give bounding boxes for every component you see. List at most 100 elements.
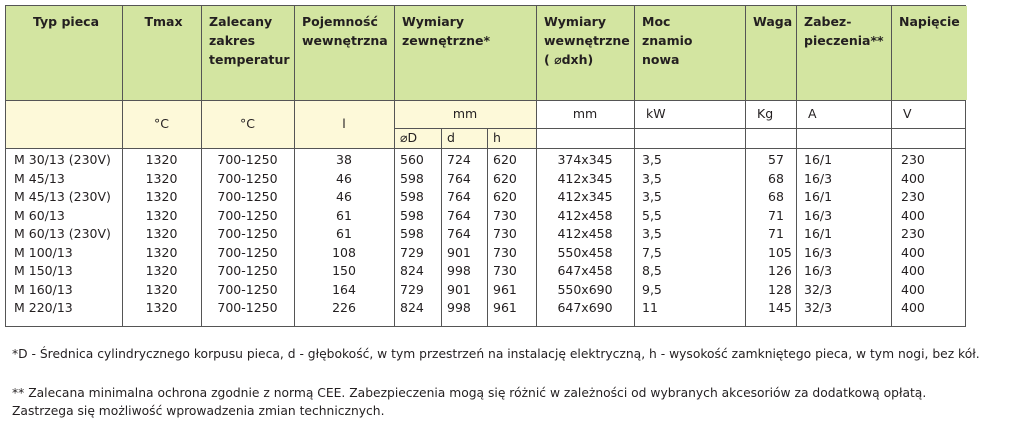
unit-7: Kg — [757, 106, 774, 121]
table-cell: M 60/13 (230V) — [14, 226, 111, 241]
header-7: Waga — [753, 12, 792, 31]
header-line: zewnętrzne* — [402, 33, 491, 48]
table-cell: 57 — [768, 152, 784, 167]
footnote-changes: Zastrzega się możliwość wprowadzenia zmi… — [12, 404, 385, 418]
table-cell: 998 — [447, 263, 471, 278]
table-cell: 46 — [336, 189, 352, 204]
table-cell: 1320 — [145, 263, 178, 278]
header-9: Napięcie — [899, 12, 963, 31]
footnote-protection: ** Zalecana minimalna ochrona zgodnie z … — [12, 386, 927, 400]
table-cell: 7,5 — [642, 244, 662, 260]
table-cell: 550x458 — [557, 244, 613, 260]
table-cell: 730 — [493, 207, 517, 223]
table-cell: 412x458 — [557, 226, 613, 241]
table-cell: 8,5 — [642, 263, 662, 278]
unit-8: A — [808, 106, 817, 121]
column-divider — [394, 6, 395, 326]
column-divider — [487, 128, 488, 326]
sub-header-row — [394, 128, 536, 148]
table-cell: 1320 — [145, 300, 178, 315]
unit-row-left — [6, 100, 394, 148]
table-cell: 724 — [447, 152, 471, 167]
table-cell: 620 — [493, 152, 517, 167]
header-4: Wymiary zewnętrzne* — [402, 12, 532, 50]
unit-4: mm — [452, 106, 478, 121]
table-cell: 108 — [332, 244, 356, 260]
table-cell: M 160/13 — [14, 281, 73, 297]
table-cell: 700-1250 — [217, 189, 278, 204]
table-cell: 5,5 — [642, 207, 662, 223]
header-line: Zalecany — [209, 14, 273, 29]
table-cell: 598 — [400, 226, 424, 241]
table-cell: M 45/13 — [14, 170, 65, 186]
table-cell: 1320 — [145, 170, 178, 186]
unit-9: V — [903, 106, 912, 121]
unit-1: °C — [154, 116, 169, 131]
header-line: znamio — [642, 33, 693, 48]
header-line: zakres — [209, 33, 256, 48]
column-divider — [796, 6, 797, 326]
table-cell: M 220/13 — [14, 300, 73, 315]
table-cell: 400 — [901, 207, 925, 223]
table-cell: 68 — [768, 189, 784, 204]
table-cell: 400 — [901, 281, 925, 297]
table-cell: 620 — [493, 189, 517, 204]
table-cell: M 60/13 — [14, 207, 65, 223]
table-cell: 729 — [400, 281, 424, 297]
header-line: Typ pieca — [32, 14, 100, 29]
table-cell: 700-1250 — [217, 281, 278, 297]
column-divider — [294, 6, 295, 326]
table-cell: 150 — [332, 263, 356, 278]
header-line: Zabez- — [804, 14, 852, 29]
table-cell: 400 — [901, 263, 925, 278]
table-cell: 700-1250 — [217, 170, 278, 186]
table-cell: 598 — [400, 170, 424, 186]
table-cell: 560 — [400, 152, 424, 167]
table-cell: 9,5 — [642, 281, 662, 297]
table-cell: 764 — [447, 189, 471, 204]
table-cell: 3,5 — [642, 170, 662, 186]
table-cell: 61 — [336, 207, 352, 223]
header-line: Moc — [642, 14, 671, 29]
table-cell: 961 — [493, 300, 517, 315]
table-cell: 598 — [400, 189, 424, 204]
column-divider — [891, 6, 892, 326]
header-1: Tmax — [130, 12, 197, 31]
table-cell: 764 — [447, 170, 471, 186]
table-cell: 700-1250 — [217, 263, 278, 278]
table-cell: 32/3 — [804, 300, 833, 315]
table-cell: 620 — [493, 170, 517, 186]
table-cell: 550x690 — [557, 281, 613, 297]
table-cell: 61 — [336, 226, 352, 241]
column-divider — [634, 6, 635, 326]
table-cell: 730 — [493, 263, 517, 278]
table-cell: 400 — [901, 300, 925, 315]
table-cell: 1320 — [145, 152, 178, 167]
table-cell: 230 — [901, 189, 925, 204]
table-cell: 998 — [447, 300, 471, 315]
sub-header-2: h — [493, 130, 501, 145]
table-cell: 824 — [400, 300, 424, 315]
column-divider — [441, 128, 442, 326]
table-cell: 901 — [447, 244, 471, 260]
header-5: Wymiary wewnętrzne ( ⌀dxh) — [544, 12, 630, 69]
table-cell: 105 — [768, 244, 792, 260]
table-cell: 226 — [332, 300, 356, 315]
header-6: Moc znamio nowa — [642, 12, 741, 69]
header-line: Wymiary — [544, 14, 606, 29]
header-line: wewnętrzna — [302, 33, 388, 48]
row-divider — [394, 128, 965, 129]
table-cell: 598 — [400, 207, 424, 223]
unit-2: °C — [240, 116, 255, 131]
header-line: Wymiary — [402, 14, 464, 29]
unit-3: l — [342, 116, 346, 131]
table-cell: 1320 — [145, 281, 178, 297]
row-divider — [6, 148, 965, 149]
header-0: Typ pieca — [14, 12, 118, 31]
table-cell: 764 — [447, 207, 471, 223]
table-cell: 3,5 — [642, 189, 662, 204]
table-cell: 700-1250 — [217, 300, 278, 315]
table-cell: 71 — [768, 226, 784, 241]
table-cell: 412x345 — [557, 189, 613, 204]
table-cell: 647x458 — [557, 263, 613, 278]
